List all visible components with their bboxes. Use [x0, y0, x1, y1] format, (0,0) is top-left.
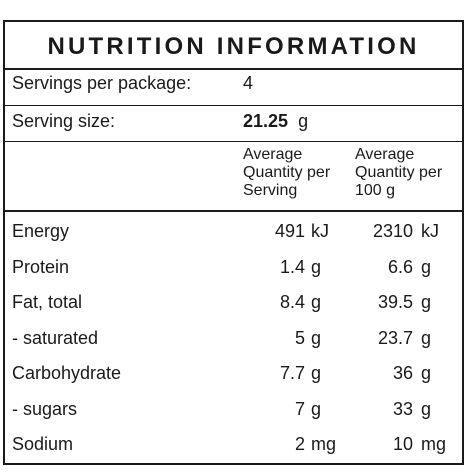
- header-per-100g: Average Quantity per 100 g: [355, 146, 442, 200]
- nutrient-label: Energy: [12, 221, 70, 241]
- per-100g-value: 33: [392, 399, 413, 419]
- per-serving-unit: g: [311, 257, 322, 277]
- header-per-100g-line: Quantity per: [355, 164, 443, 181]
- divider-header: [5, 210, 462, 212]
- per-serving-value: 8.4: [279, 292, 305, 312]
- per-serving-value: 7: [294, 399, 305, 419]
- per-100g-unit: g: [421, 257, 432, 277]
- per-100g-unit: kJ: [421, 221, 439, 241]
- per-serving-unit: g: [311, 363, 322, 383]
- per-serving-unit: g: [311, 399, 322, 419]
- header-per-100g-line: 100 g: [355, 182, 396, 199]
- per-serving-unit: g: [311, 292, 322, 312]
- nutrient-label: Sodium: [12, 434, 74, 454]
- serving-size-value: 21.25 g: [243, 110, 308, 132]
- per-100g-unit: mg: [421, 434, 447, 454]
- nutrient-label: Protein: [12, 257, 70, 277]
- per-100g-unit: g: [421, 292, 432, 312]
- per-serving-unit: mg: [311, 434, 337, 454]
- header-per-serving-line: Average: [243, 146, 303, 163]
- header-per-100g-line: Average: [355, 146, 415, 163]
- nutrient-label: - saturated: [12, 328, 99, 348]
- servings-value: 4: [243, 73, 254, 93]
- per-serving-value: 2: [294, 434, 305, 454]
- per-100g-unit: g: [421, 363, 432, 383]
- per-100g-value: 39.5: [377, 292, 413, 312]
- serving-size-number: 21.25: [243, 111, 289, 131]
- header-per-serving-line: Quantity per: [243, 164, 331, 181]
- per-100g-unit: g: [421, 399, 432, 419]
- per-serving-value: 5: [294, 328, 305, 348]
- per-100g-value: 10: [392, 434, 413, 454]
- per-100g-value: 23.7: [377, 328, 413, 348]
- per-serving-unit: g: [311, 328, 322, 348]
- nutrition-panel: NUTRITION INFORMATION Servings per packa…: [3, 20, 464, 465]
- header-per-serving-line: Serving: [243, 182, 298, 199]
- header-per-serving: Average Quantity per Serving: [243, 146, 330, 200]
- per-100g-value: 2310: [372, 221, 413, 241]
- servings-label: Servings per package:: [12, 73, 192, 93]
- per-serving-value: 491: [274, 221, 305, 241]
- per-serving-unit: kJ: [311, 221, 329, 241]
- panel-title: NUTRITION INFORMATION: [47, 33, 420, 60]
- serving-size-label: Serving size:: [12, 111, 116, 131]
- per-100g-unit: g: [421, 328, 432, 348]
- divider-servings: [5, 105, 462, 106]
- serving-size-unit: g: [298, 111, 309, 131]
- divider-serving-size: [5, 141, 462, 142]
- nutrient-label: - sugars: [12, 399, 78, 419]
- per-serving-value: 1.4: [279, 257, 305, 277]
- per-serving-value: 7.7: [279, 363, 305, 383]
- per-100g-value: 6.6: [387, 257, 413, 277]
- per-100g-value: 36: [392, 363, 413, 383]
- nutrient-label: Carbohydrate: [12, 363, 122, 383]
- divider-title: [5, 68, 462, 70]
- nutrient-label: Fat, total: [12, 292, 83, 312]
